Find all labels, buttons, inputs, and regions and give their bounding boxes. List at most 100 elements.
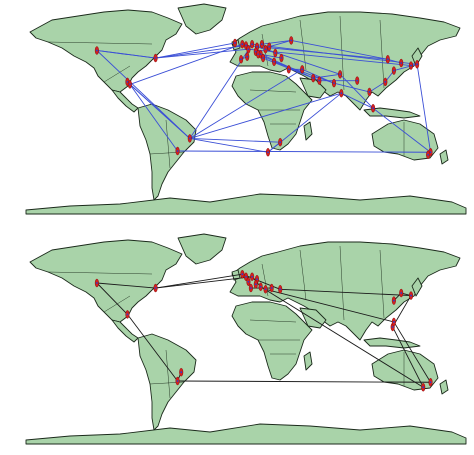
node-core [372, 107, 375, 110]
north-america-landmass [29, 9, 183, 93]
network-node [399, 58, 404, 68]
network-edge [155, 42, 236, 59]
node-core [392, 69, 395, 72]
node-core [176, 150, 179, 152]
bottom-map-panel [0, 230, 474, 455]
node-core [188, 137, 191, 140]
network-edge [393, 321, 431, 383]
greenland-landmass [177, 3, 227, 35]
network-node [263, 45, 268, 54]
node-core [392, 321, 395, 323]
network-node [371, 104, 376, 113]
network-edge [341, 92, 374, 109]
network-node [175, 376, 180, 386]
network-edge [372, 107, 431, 153]
network-node [317, 76, 322, 85]
node-core [245, 44, 247, 47]
network-node [153, 53, 158, 63]
network-edges-top [96, 39, 432, 156]
network-edge [129, 84, 191, 139]
network-node [391, 296, 396, 305]
node-core [270, 287, 273, 289]
antarctica-landmass [25, 423, 467, 445]
node-core [247, 48, 250, 51]
network-edge [260, 286, 424, 388]
node-core [95, 49, 98, 52]
network-node [391, 66, 396, 75]
network-edge [155, 45, 247, 59]
bottom-world-map [25, 233, 467, 445]
network-edge [392, 326, 424, 388]
node-core [410, 64, 412, 67]
node-core [254, 283, 257, 286]
network-edge [189, 137, 269, 153]
node-core [339, 73, 342, 76]
network-edge [96, 282, 128, 315]
node-core [257, 53, 260, 56]
network-edge [177, 150, 431, 153]
landmasses [25, 3, 467, 215]
node-core [274, 52, 277, 54]
landmasses [25, 233, 467, 445]
node-core [259, 285, 262, 288]
network-edge [96, 50, 191, 139]
network-edge [333, 82, 370, 93]
network-edge [155, 48, 249, 59]
network-node [250, 40, 255, 49]
africa-landmass [231, 71, 313, 151]
network-node [245, 52, 250, 61]
node-core [246, 55, 249, 58]
node-core [279, 288, 282, 291]
node-core [312, 77, 315, 80]
network-node [339, 89, 344, 98]
new-zealand-landmass [439, 149, 449, 165]
network-edge [369, 81, 386, 93]
node-core [241, 273, 244, 276]
network-edge [189, 92, 342, 139]
node-core [234, 42, 236, 44]
network-node [272, 57, 277, 66]
network-node [266, 148, 271, 157]
network-node [261, 53, 266, 63]
node-core [176, 380, 179, 382]
node-core [301, 68, 304, 71]
node-core [262, 57, 265, 59]
node-core [318, 79, 321, 82]
network-node [355, 76, 360, 85]
node-core [251, 275, 254, 278]
africa-landmass [231, 301, 313, 381]
south-america-landmass [137, 333, 197, 431]
network-node [338, 70, 343, 79]
eurasia-landmass [229, 11, 461, 111]
node-core [154, 287, 157, 289]
node-core [429, 151, 432, 154]
node-core [429, 381, 432, 384]
network-node [278, 138, 283, 147]
node-core [410, 294, 412, 297]
south-america-landmass [137, 103, 197, 201]
node-core [268, 45, 271, 48]
node-core [259, 53, 262, 56]
node-core [400, 292, 403, 294]
network-nodes-top [94, 36, 433, 159]
network-node [175, 146, 180, 156]
node-core [290, 39, 293, 42]
node-core [247, 280, 250, 283]
node-core [384, 80, 387, 83]
node-core [264, 288, 267, 291]
network-node [383, 77, 388, 87]
node-core [400, 62, 403, 64]
network-node [391, 317, 396, 327]
network-nodes-bottom [94, 270, 433, 392]
network-edge [265, 48, 341, 75]
indonesia-landmass [363, 337, 421, 349]
network-edge [155, 276, 253, 289]
network-edge [155, 273, 243, 289]
network-node [409, 61, 414, 70]
node-core [256, 278, 258, 281]
australia-landmass [371, 349, 439, 391]
network-node [232, 38, 237, 48]
node-core [126, 313, 129, 316]
node-core [386, 58, 389, 61]
network-edge [313, 73, 341, 79]
